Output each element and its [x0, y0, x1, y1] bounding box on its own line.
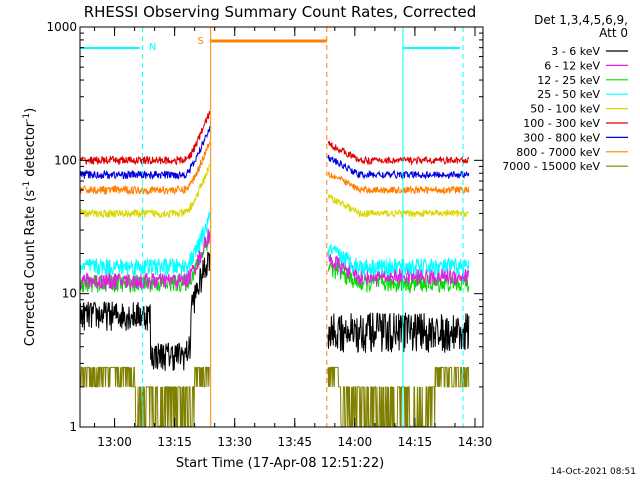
legend-entry: 800 - 7000 keV: [516, 146, 628, 159]
legend-entry: 50 - 100 keV: [530, 103, 628, 116]
series-line-before: [79, 126, 211, 180]
legend-label: 100 - 300 keV: [523, 117, 600, 130]
y-tick-label: 100: [54, 153, 77, 167]
series-line-before: [79, 366, 210, 427]
y-axis-label-sup2: -1: [22, 113, 32, 122]
legend-label: 7000 - 15000 keV: [502, 160, 600, 173]
legend-entry: 25 - 50 keV: [537, 88, 628, 101]
x-tick-label: 14:30: [458, 435, 493, 449]
x-tick-label: 14:00: [338, 435, 373, 449]
legend-entry: 100 - 300 keV: [523, 117, 628, 130]
y-tick-label: 1000: [46, 20, 77, 34]
y-axis-label-main: Corrected Count Rate (s: [23, 190, 38, 347]
x-tick-label: 13:30: [217, 435, 252, 449]
x-tick-label: 14:15: [398, 435, 433, 449]
x-tick-label: 13:15: [157, 435, 192, 449]
series-line-after: [327, 154, 470, 180]
y-axis-label-sup1: -1: [22, 181, 32, 190]
x-tick-label: 13:00: [97, 435, 132, 449]
legend-label: 25 - 50 keV: [537, 88, 600, 101]
y-tick-label: 10: [62, 287, 77, 301]
series-line-before: [79, 163, 210, 219]
series-100-300keV: [79, 110, 470, 166]
series-line-before: [79, 251, 211, 371]
x-tick-label: 13:45: [277, 435, 312, 449]
legend-entry: 300 - 800 keV: [523, 131, 628, 144]
chart-title: RHESSI Observing Summary Count Rates, Co…: [84, 3, 477, 21]
series-line-after: [327, 141, 470, 166]
legend-label: 300 - 800 keV: [523, 131, 600, 144]
plot-frame: [79, 26, 484, 428]
series-300-800keV: [79, 126, 470, 180]
axes: 1 10 100 1000 13:00 13:15 13:30 13:45 14:00 14:15…: [46, 20, 492, 449]
legend-entry: 12 - 25 keV: [537, 74, 628, 87]
series-7000-15000keV: [79, 366, 470, 427]
series-line-after: [327, 262, 470, 294]
legend-label: 800 - 7000 keV: [516, 146, 600, 159]
night-marker-label: N: [149, 42, 156, 53]
y-axis-label: Corrected Count Rate (s-1 detector-1): [22, 108, 38, 346]
legend-entry: 6 - 12 keV: [544, 59, 628, 72]
night-interval-2: [402, 27, 464, 427]
series-line-after: [327, 366, 470, 427]
legend-label: 3 - 6 keV: [551, 45, 600, 58]
y-axis-label-end: ): [23, 108, 38, 113]
series-line-after: [327, 243, 470, 278]
series-6-12keV: [79, 228, 470, 291]
series-line-after: [327, 170, 470, 196]
series-line-before: [79, 211, 211, 277]
series-line-before: [79, 110, 211, 166]
legend-entry: 3 - 6 keV: [551, 45, 628, 58]
series-line-after: [327, 312, 470, 354]
y-axis-label-mid: detector: [23, 121, 38, 181]
legend-label: 12 - 25 keV: [537, 74, 600, 87]
x-axis-label: Start Time (17-Apr-08 12:51:22): [176, 456, 384, 471]
saa-marker-label: S: [198, 36, 204, 47]
legend-entry: 7000 - 15000 keV: [502, 160, 628, 173]
series-800-7000keV: [79, 141, 470, 196]
series-50-100keV: [79, 163, 469, 219]
saa-interval: S: [198, 27, 328, 427]
legend-header-line1: Det 1,3,4,5,6,9,: [534, 13, 628, 27]
y-tick-label: 1: [69, 420, 77, 434]
timestamp: 14-Oct-2021 08:51: [551, 467, 636, 477]
legend-label: 50 - 100 keV: [530, 103, 600, 116]
legend-label: 6 - 12 keV: [544, 59, 600, 72]
series-line-before: [79, 141, 211, 196]
series-25-50keV: [79, 211, 470, 278]
series-3-6keV: [79, 251, 470, 371]
plot-area: NS: [79, 27, 470, 427]
legend-header-line2: Att 0: [599, 26, 628, 40]
series-line-after: [327, 194, 469, 219]
